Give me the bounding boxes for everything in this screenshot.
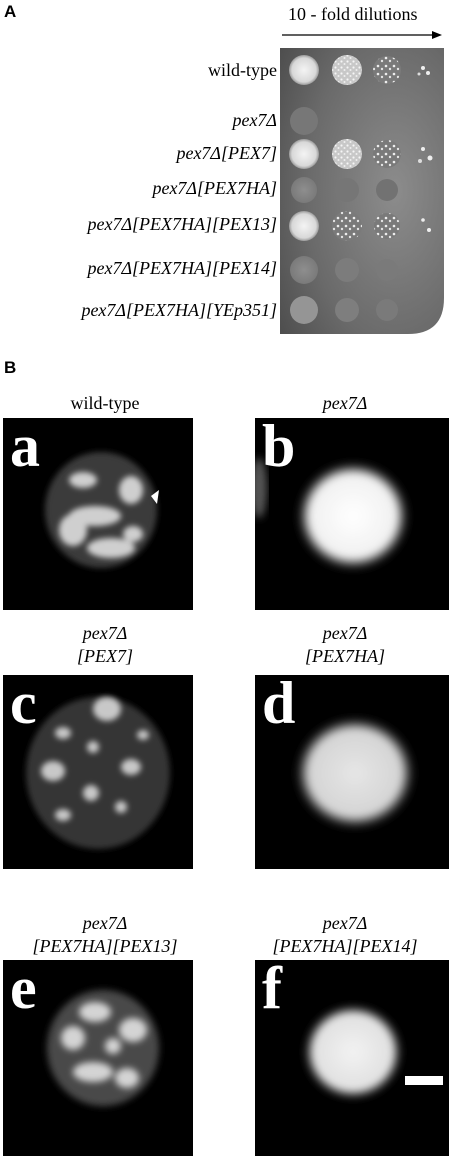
strain-label-pex7-pex7ha-yep351: pex7Δ[PEX7HA][YEp351] <box>81 300 277 320</box>
caption-f-line1: pex7Δ <box>322 913 368 933</box>
micrograph-letter-b: b <box>262 418 296 479</box>
caption-f-line2: [PEX7HA][PEX14] <box>272 936 418 956</box>
strain-label-pex7-pex7: pex7Δ[PEX7] <box>176 143 277 163</box>
micrograph-letter-e: e <box>10 960 37 1021</box>
micrograph-c-cell <box>26 697 170 849</box>
caption-e-line2: [PEX7HA][PEX13] <box>32 936 178 956</box>
micrograph-letter-f: f <box>262 960 282 1021</box>
caption-a: wild-type <box>0 392 210 415</box>
micrograph-b-cell <box>255 458 411 572</box>
micrograph-a-cell <box>45 452 159 568</box>
micrograph-d: d <box>255 675 449 869</box>
micrograph-letter-c: c <box>10 675 37 736</box>
micrograph-letter-a: a <box>10 418 40 479</box>
micrograph-f: f <box>255 960 449 1156</box>
strain-label-wild-type: wild-type <box>208 60 277 80</box>
caption-b: pex7Δ <box>240 392 449 415</box>
strain-label-pex7-pex7ha-pex14: pex7Δ[PEX7HA][PEX14] <box>87 258 277 278</box>
caption-c-line2: [PEX7] <box>77 646 133 666</box>
micrograph-b: b <box>255 418 449 610</box>
dilution-title: 10 - fold dilutions <box>288 4 418 24</box>
caption-a-line1: wild-type <box>70 393 140 413</box>
panel-a-label: A <box>4 2 17 21</box>
micrograph-c: c <box>3 675 193 869</box>
strain-label-pex7-pex7ha: pex7Δ[PEX7HA] <box>152 178 277 198</box>
strain-label-pex7: pex7Δ <box>232 110 277 130</box>
caption-e-line1: pex7Δ <box>82 913 128 933</box>
panel-b-label: B <box>4 358 17 377</box>
micrograph-e: e <box>3 960 193 1156</box>
dilution-plate-image <box>280 48 444 334</box>
caption-d-line2: [PEX7HA] <box>305 646 385 666</box>
dilution-arrow-icon <box>282 31 442 39</box>
caption-c-line1: pex7Δ <box>82 623 128 643</box>
micrograph-a: a <box>3 418 193 610</box>
caption-d: pex7Δ [PEX7HA] <box>240 622 449 668</box>
caption-c: pex7Δ [PEX7] <box>0 622 210 668</box>
caption-b-line1: pex7Δ <box>322 393 368 413</box>
caption-e: pex7Δ [PEX7HA][PEX13] <box>0 912 210 958</box>
micrograph-letter-d: d <box>262 675 296 736</box>
micrograph-f-cell <box>301 1002 405 1102</box>
strain-label-pex7-pex7ha-pex13: pex7Δ[PEX7HA][PEX13] <box>87 214 277 234</box>
caption-d-line1: pex7Δ <box>322 623 368 643</box>
caption-f: pex7Δ [PEX7HA][PEX14] <box>240 912 449 958</box>
micrograph-e-cell <box>47 990 159 1106</box>
scale-bar <box>405 1076 443 1085</box>
micrograph-d-cell <box>293 715 417 831</box>
